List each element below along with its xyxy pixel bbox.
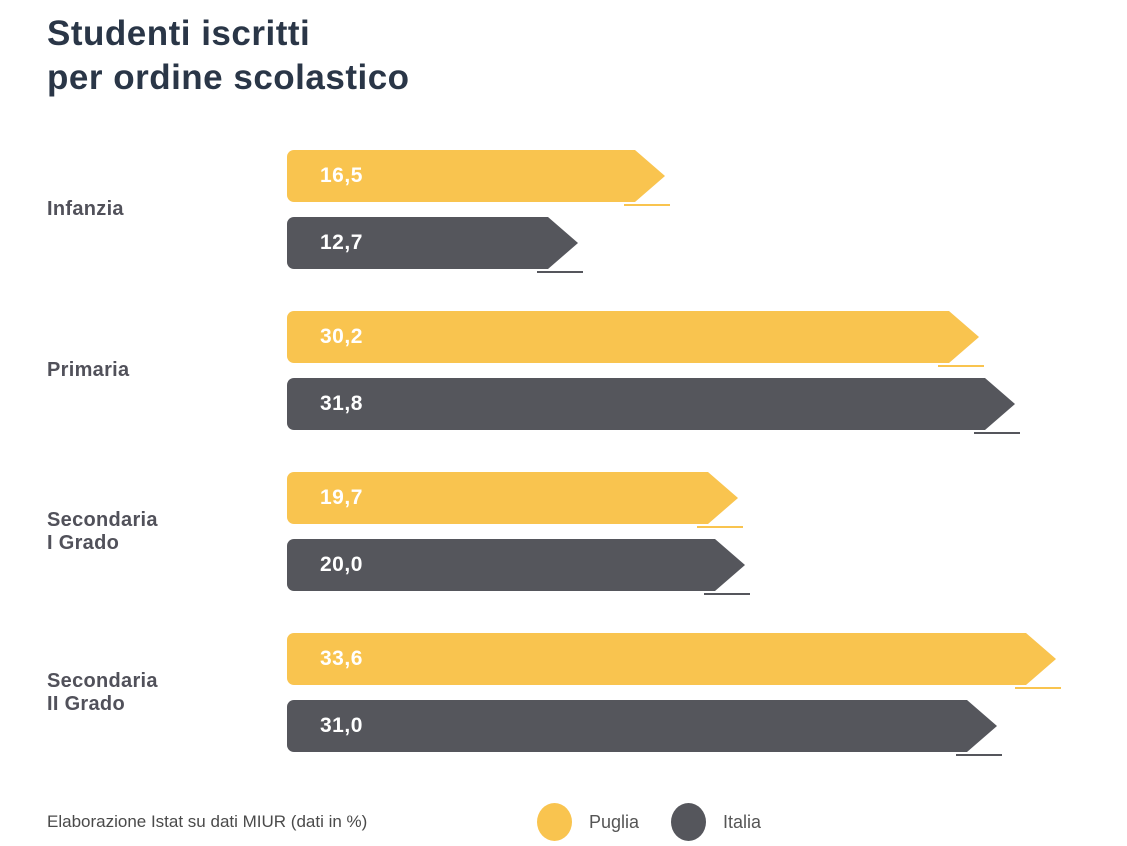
source-note: Elaborazione Istat su dati MIUR (dati in… (47, 812, 368, 831)
bar-italia: 20,0 (287, 539, 750, 595)
category-label: Primaria (47, 311, 275, 430)
legend-item-puglia: Puglia (537, 803, 639, 841)
bar-arrow-tip (708, 472, 738, 524)
bar-puglia: 19,7 (287, 472, 743, 528)
bar-arrow-tip (635, 150, 665, 202)
category-label-line: I Grado (47, 531, 120, 554)
bar-arrow-tip (548, 217, 578, 269)
legend-label: Puglia (589, 811, 640, 832)
bar-pair: 30,2 31,8 (287, 311, 1127, 434)
bar-body: 19,7 (287, 472, 708, 524)
bar-pair: 16,5 12,7 (287, 150, 1127, 273)
chart-group: Primaria 30,2 31,8 (0, 311, 1127, 434)
bar-underline (974, 431, 1020, 434)
bar-arrow-tip (949, 311, 979, 363)
legend-dot-italia (671, 803, 707, 841)
bar-arrow-tip (967, 700, 997, 752)
bar-italia: 31,8 (287, 378, 1020, 434)
bar-italia: 12,7 (287, 217, 583, 273)
bar-underline (624, 203, 670, 206)
bar-body: 12,7 (287, 217, 548, 269)
category-label: Infanzia (47, 150, 275, 269)
bar-arrow-tip (715, 539, 745, 591)
category-label-line: Infanzia (47, 198, 124, 220)
bar-body: 30,2 (287, 311, 949, 363)
bar-value-label: 31,8 (320, 392, 363, 415)
category-label-line: Primaria (47, 359, 130, 381)
bar-body: 33,6 (287, 633, 1026, 685)
legend-item-italia: Italia (671, 803, 761, 841)
legend-label: Italia (723, 811, 762, 832)
bar-underline (956, 753, 1002, 756)
bar-body: 31,8 (287, 378, 985, 430)
chart-group: Infanzia 16,5 12,7 (0, 150, 1127, 273)
bar-underline (1015, 686, 1061, 689)
bar-underline (704, 592, 750, 595)
bar-puglia: 30,2 (287, 311, 984, 367)
bar-body: 31,0 (287, 700, 967, 752)
bar-puglia: 33,6 (287, 633, 1061, 689)
legend-dot-puglia (537, 803, 572, 841)
bar-underline (938, 364, 984, 367)
bar-value-label: 16,5 (320, 164, 363, 187)
bar-pair: 19,7 20,0 (287, 472, 1127, 595)
bar-pair: 33,6 31,0 (287, 633, 1127, 756)
bar-underline (697, 525, 743, 528)
chart-group: Secondaria II Grado 33,6 31,0 (0, 633, 1127, 756)
bar-arrow-tip (1026, 633, 1056, 685)
bar-body: 16,5 (287, 150, 635, 202)
category-label: Secondaria II Grado (47, 633, 275, 752)
bar-italia: 31,0 (287, 700, 1002, 756)
bar-underline (537, 270, 583, 273)
category-label-line: Secondaria (47, 508, 158, 531)
bar-value-label: 30,2 (320, 325, 363, 348)
category-label-line: Secondaria (47, 669, 158, 692)
bar-value-label: 12,7 (320, 231, 363, 254)
bar-value-label: 19,7 (320, 486, 363, 509)
bar-body: 20,0 (287, 539, 715, 591)
chart-group: Secondaria I Grado 19,7 20,0 (0, 472, 1127, 595)
page-title-line-2: per ordine scolastico (47, 58, 410, 97)
bar-arrow-tip (985, 378, 1015, 430)
page-title-line-1: Studenti iscritti (47, 14, 311, 53)
page-title: Studenti iscritti per ordine scolastico (47, 12, 410, 100)
category-label: Secondaria I Grado (47, 472, 275, 591)
legend: Puglia Italia (537, 803, 761, 841)
category-label-line: II Grado (47, 692, 125, 715)
bar-value-label: 31,0 (320, 714, 363, 737)
bar-value-label: 33,6 (320, 647, 363, 670)
bar-puglia: 16,5 (287, 150, 670, 206)
bar-value-label: 20,0 (320, 553, 363, 576)
